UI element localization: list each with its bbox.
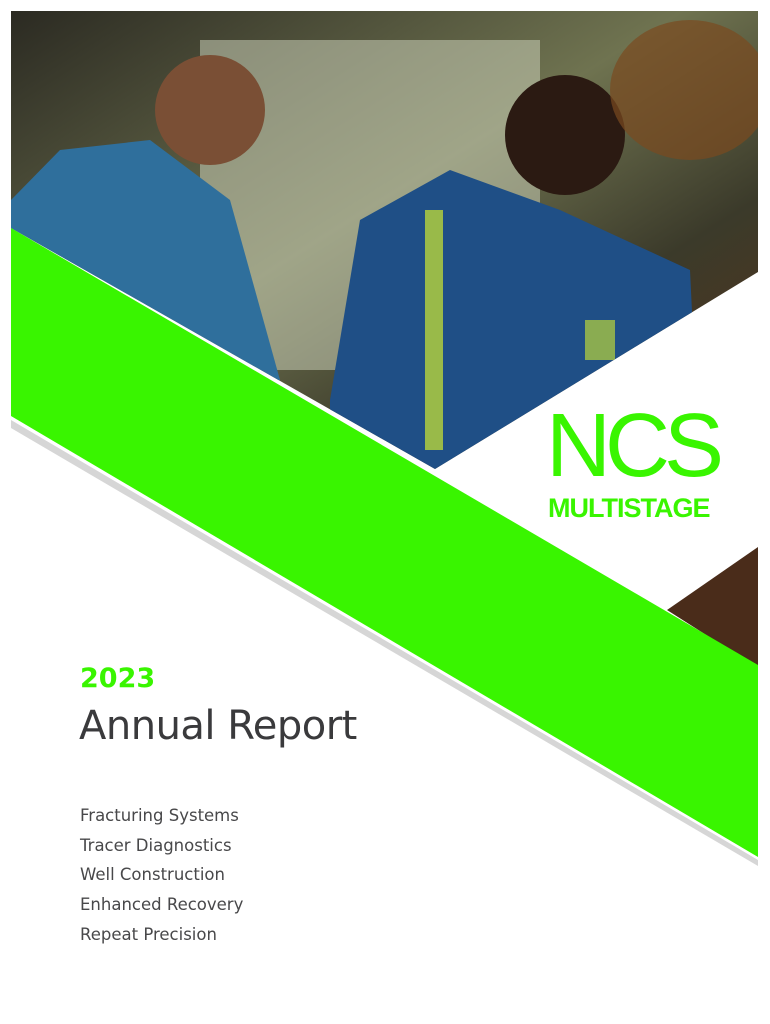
service-item: Tracer Diagnostics <box>80 835 232 855</box>
logo-ncs: NCS <box>546 396 724 496</box>
logo-multistage: MULTISTAGE <box>548 493 710 523</box>
report-year: 2023 <box>80 663 156 694</box>
service-item: Fracturing Systems <box>80 806 239 825</box>
photo-corner <box>667 547 758 668</box>
report-title: Annual Report <box>79 703 357 749</box>
workers-photo <box>11 11 758 469</box>
services-list: Fracturing Systems Tracer Diagnostics We… <box>80 804 243 952</box>
band-shadow <box>11 420 758 866</box>
service-item: Enhanced Recovery <box>80 895 244 915</box>
green-band <box>11 228 758 857</box>
service-item: Repeat Precision <box>80 924 217 944</box>
service-item: Well Construction <box>80 865 225 885</box>
